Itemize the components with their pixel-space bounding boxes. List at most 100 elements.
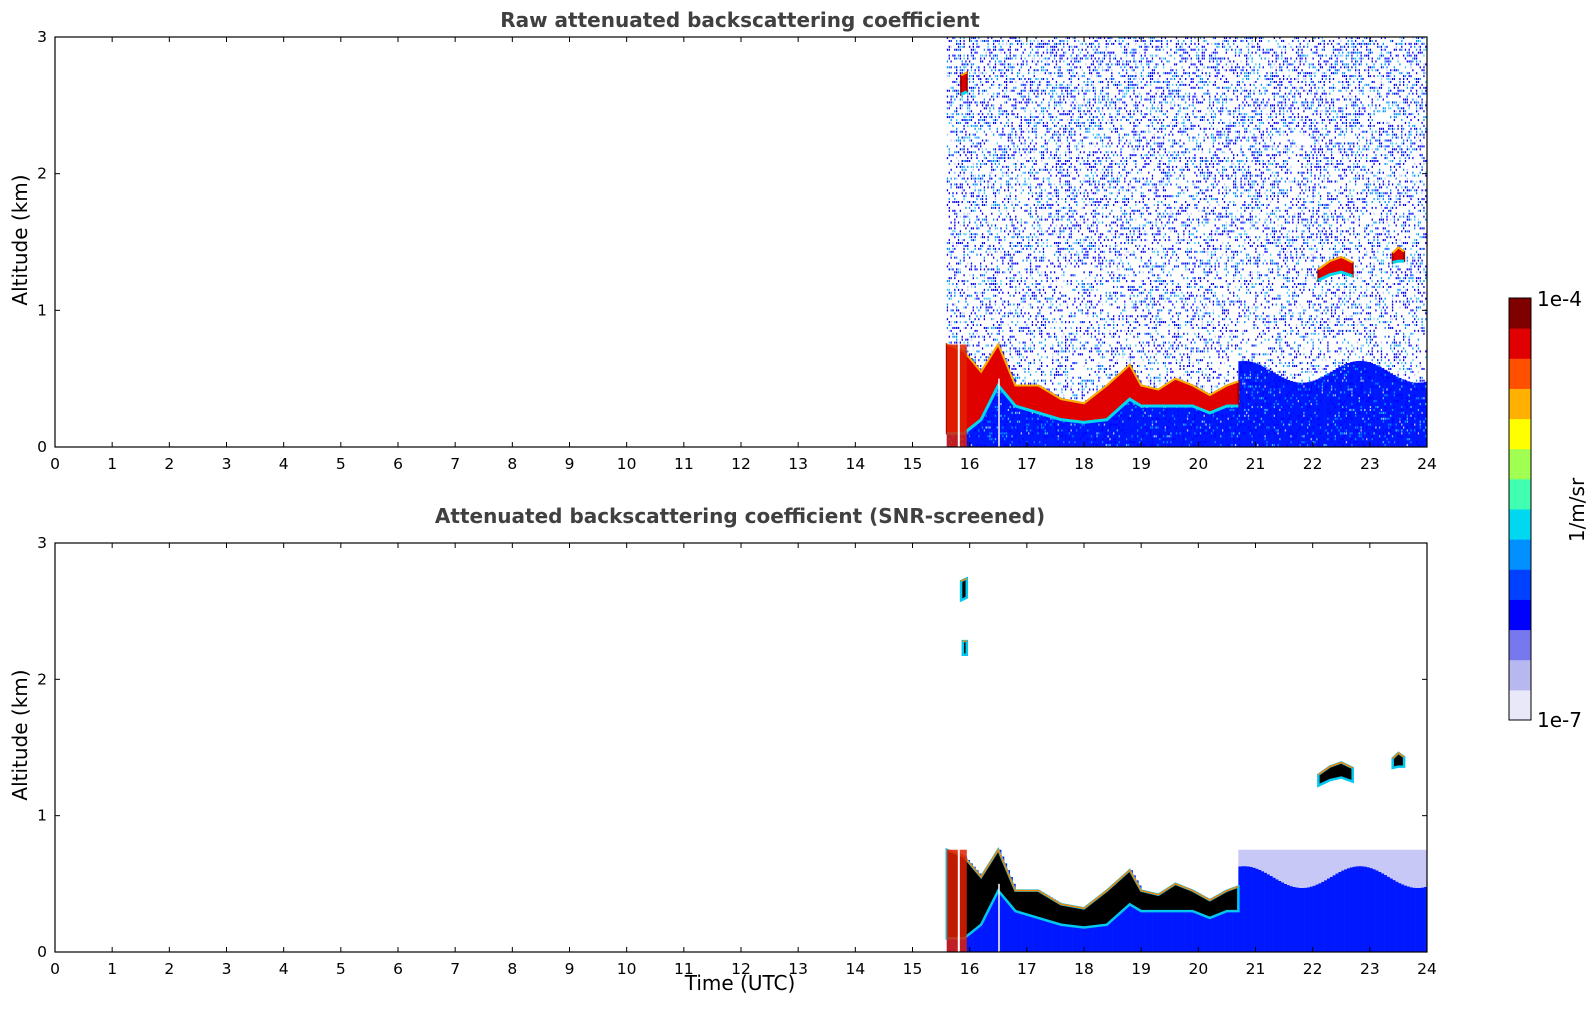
noise-pixel	[961, 201, 963, 204]
noise-pixel	[1024, 359, 1026, 362]
noise-pixel	[963, 177, 965, 180]
noise-pixel	[1052, 157, 1054, 160]
noise-pixel	[1011, 224, 1013, 227]
noise-pixel	[1048, 80, 1050, 83]
noise-pixel	[1040, 215, 1043, 218]
noise-pixel	[959, 268, 962, 271]
noise-pixel	[1011, 139, 1013, 142]
noise-pixel	[1109, 186, 1111, 189]
noise-pixel	[1000, 326, 1002, 329]
noise-pixel	[956, 183, 958, 186]
noise-pixel	[998, 60, 1000, 63]
noise-pixel	[959, 315, 962, 318]
noise-pixel	[1087, 224, 1089, 227]
noise-pixel	[1063, 230, 1065, 233]
noise-pixel	[1109, 113, 1111, 116]
noise-pixel	[1022, 367, 1024, 370]
low-signal-column	[1181, 380, 1185, 447]
noise-pixel	[1090, 271, 1093, 274]
noise-pixel	[983, 174, 986, 177]
noise-pixel	[1111, 239, 1113, 242]
noise-pixel	[1024, 294, 1026, 297]
low-signal-column	[1389, 373, 1393, 447]
noise-pixel	[980, 180, 982, 183]
noise-pixel	[996, 142, 998, 145]
noise-pixel	[1087, 253, 1089, 256]
noise-pixel	[1087, 86, 1089, 89]
noise-pixel	[1033, 75, 1035, 78]
noise-pixel	[959, 291, 962, 294]
noise-pixel	[954, 80, 956, 83]
noise-pixel	[1113, 124, 1115, 127]
noise-pixel	[978, 160, 980, 163]
noise-pixel	[946, 107, 949, 110]
noise-pixel	[1109, 145, 1111, 148]
noise-pixel	[1031, 171, 1034, 174]
noise-pixel	[1040, 66, 1043, 69]
noise-pixel	[1052, 60, 1054, 63]
noise-pixel	[989, 300, 991, 303]
noise-pixel	[956, 271, 958, 274]
noise-pixel	[965, 338, 967, 341]
noise-pixel	[1072, 367, 1074, 370]
noise-pixel	[1046, 142, 1048, 145]
noise-pixel	[1029, 209, 1032, 212]
noise-pixel	[1026, 356, 1028, 359]
noise-pixel	[967, 441, 969, 444]
noise-pixel	[1042, 318, 1045, 321]
noise-pixel	[1070, 92, 1072, 95]
noise-pixel	[1085, 130, 1087, 133]
noise-pixel	[1120, 174, 1122, 177]
low-signal-column	[1012, 378, 1016, 447]
noise-pixel	[1096, 116, 1098, 119]
noise-pixel	[1111, 221, 1113, 224]
noise-pixel	[1000, 154, 1002, 157]
noise-pixel	[1055, 306, 1058, 309]
noise-pixel	[946, 48, 949, 51]
noise-pixel	[983, 192, 986, 195]
noise-pixel	[1118, 280, 1120, 283]
noise-pixel	[1103, 189, 1106, 192]
noise-pixel	[1015, 227, 1017, 230]
noise-pixel	[1077, 154, 1080, 157]
noise-pixel	[1057, 145, 1059, 148]
noise-pixel	[1083, 297, 1085, 300]
noise-pixel	[981, 89, 984, 92]
noise-pixel	[1002, 72, 1004, 75]
noise-pixel	[1033, 145, 1035, 148]
noise-pixel	[1085, 236, 1087, 239]
noise-pixel	[1085, 203, 1087, 206]
noise-pixel	[1070, 183, 1072, 186]
noise-pixel	[1022, 136, 1024, 139]
noise-pixel	[1044, 189, 1046, 192]
noise-pixel	[1009, 256, 1011, 259]
noise-pixel	[1026, 42, 1028, 45]
noise-pixel	[1052, 86, 1054, 89]
noise-pixel	[1028, 145, 1030, 148]
noise-pixel	[1040, 365, 1043, 368]
low-signal-column	[1001, 351, 1005, 447]
noise-pixel	[948, 57, 950, 60]
noise-pixel	[974, 57, 976, 60]
noise-pixel	[1037, 69, 1039, 72]
noise-pixel	[1089, 162, 1091, 165]
noise-pixel	[950, 104, 952, 107]
noise-pixel	[1074, 259, 1076, 262]
noise-pixel	[1053, 373, 1056, 376]
noise-pixel	[1098, 212, 1100, 215]
noise-pixel	[1065, 441, 1067, 444]
noise-pixel	[956, 48, 958, 51]
noise-pixel	[1024, 221, 1026, 224]
noise-pixel	[1070, 157, 1072, 160]
noise-pixel	[1090, 113, 1093, 116]
noise-pixel	[1016, 350, 1019, 353]
noise-pixel	[1087, 367, 1089, 370]
noise-pixel	[1020, 280, 1022, 283]
noise-pixel	[1009, 230, 1011, 233]
noise-pixel	[1107, 45, 1109, 48]
noise-pixel	[959, 66, 962, 69]
noise-pixel	[1028, 121, 1030, 124]
noise-pixel	[1039, 121, 1041, 124]
noise-pixel	[989, 247, 991, 250]
noise-pixel	[1113, 236, 1115, 239]
